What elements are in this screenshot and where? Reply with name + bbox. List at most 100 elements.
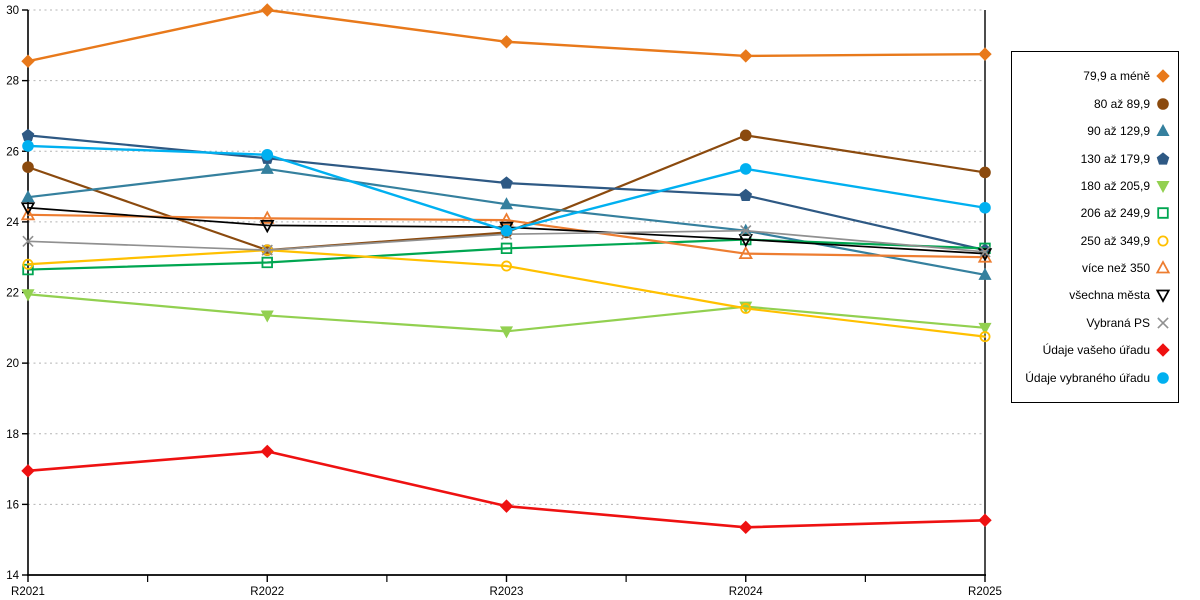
- triangle-down-marker-icon: [260, 310, 274, 323]
- circle-marker-icon: [261, 148, 274, 161]
- circle-marker-icon: [22, 161, 34, 173]
- legend-label: 250 až 349,9: [1080, 233, 1150, 248]
- diamond-marker-icon: [978, 47, 992, 61]
- series-7: [20, 206, 993, 263]
- circle-marker-icon: [22, 140, 34, 152]
- legend-label: 79,9 a méně: [1083, 69, 1150, 84]
- legend-label: Údaje vybraného úřadu: [1025, 370, 1150, 385]
- triangle-down-marker-icon: [1155, 289, 1171, 304]
- triangle-up-marker-icon: [1156, 124, 1170, 137]
- x-marker-icon: [22, 235, 34, 247]
- triangle-up-marker-icon: [20, 206, 36, 221]
- legend-label: Vybraná PS: [1086, 315, 1150, 330]
- legend: 79,9 a méně 80 až 89,9 90 až 129,9 130 až 1…: [1011, 51, 1179, 403]
- legend-label: 90 až 129,9: [1087, 124, 1150, 139]
- x-marker-icon: [1157, 317, 1169, 329]
- pentagon-marker-icon: [739, 188, 753, 201]
- legend-marker-icon: [1157, 235, 1169, 247]
- x-tick-label: R2022: [250, 586, 284, 598]
- triangle-down-marker-icon: [1156, 180, 1170, 193]
- diamond-marker-icon: [21, 464, 35, 478]
- series-10: [21, 444, 992, 535]
- legend-marker-icon: [1156, 124, 1170, 137]
- diamond-marker-icon: [260, 3, 274, 17]
- y-tick-label: 20: [6, 358, 19, 370]
- triangle-down-marker-icon: [978, 322, 992, 335]
- circle-marker-icon: [500, 224, 513, 237]
- y-tick-label: 18: [6, 429, 19, 441]
- legend-label: 180 až 205,9: [1080, 178, 1150, 193]
- diamond-marker-icon: [499, 35, 514, 49]
- square-marker-icon: [261, 256, 273, 269]
- circle-marker-icon: [979, 201, 991, 214]
- series-0: [21, 3, 992, 68]
- pentagon-marker-icon: [1156, 151, 1170, 165]
- legend-marker-icon: [1156, 69, 1170, 84]
- triangle-up-marker-icon: [260, 161, 274, 174]
- legend-item: 90 až 129,9: [1016, 123, 1171, 139]
- y-tick-label: 28: [6, 76, 19, 88]
- series-line: [26, 249, 987, 338]
- y-tick-label: 30: [6, 5, 19, 17]
- legend-label: všechna města: [1069, 288, 1150, 303]
- diamond-marker-icon: [1156, 69, 1170, 84]
- series-4: [21, 289, 992, 339]
- legend-marker-icon: [1157, 371, 1169, 384]
- x-marker-icon: [979, 246, 991, 258]
- triangle-up-marker-icon: [977, 249, 993, 263]
- x-marker-icon: [261, 244, 273, 256]
- circle-marker-icon: [739, 163, 752, 175]
- triangle-up-marker-icon: [260, 210, 275, 224]
- triangle-up-marker-icon: [499, 197, 514, 210]
- diamond-marker-icon: [739, 49, 753, 63]
- legend-item: 80 až 89,9: [1016, 96, 1171, 112]
- diamond-marker-icon: [21, 54, 35, 68]
- triangle-up-marker-icon: [21, 190, 35, 203]
- pentagon-marker-icon: [500, 176, 513, 189]
- y-tick-label: 24: [6, 217, 19, 229]
- series-line: [26, 213, 987, 259]
- circle-marker-icon: [1157, 371, 1169, 384]
- circle-marker-icon: [1157, 235, 1169, 247]
- triangle-up-marker-icon: [738, 245, 753, 260]
- legend-label: 206 až 249,9: [1080, 206, 1150, 221]
- triangle-up-marker-icon: [499, 212, 514, 226]
- legend-item: více než 350: [1016, 260, 1171, 276]
- series-line: [26, 293, 987, 333]
- triangle-up-marker-icon: [978, 267, 992, 280]
- circle-marker-icon: [1157, 97, 1169, 110]
- diamond-marker-icon: [1156, 343, 1170, 357]
- series-line: [26, 238, 987, 271]
- legend-item: 130 až 179,9: [1016, 151, 1171, 167]
- circle-marker-icon: [740, 302, 752, 314]
- triangle-down-marker-icon: [21, 289, 35, 302]
- legend-marker-icon: [1157, 207, 1169, 219]
- legend-marker-icon: [1155, 260, 1171, 274]
- triangle-down-marker-icon: [20, 202, 36, 216]
- legend-label: Údaje vašeho úřadu: [1042, 343, 1150, 358]
- legend-label: více než 350: [1081, 261, 1150, 275]
- legend-item: 180 až 205,9: [1016, 178, 1171, 194]
- legend-item: 206 až 249,9: [1016, 205, 1171, 221]
- x-tick-label: R2024: [729, 586, 763, 598]
- diamond-marker-icon: [978, 513, 992, 527]
- legend-label: 130 až 179,9: [1080, 151, 1150, 166]
- legend-item: Údaje vybraného úřadu: [1016, 370, 1171, 386]
- circle-marker-icon: [22, 258, 34, 270]
- series-line: [26, 450, 987, 529]
- series-11: [22, 140, 991, 237]
- y-tick-label: 16: [6, 499, 19, 511]
- diamond-marker-icon: [499, 499, 514, 513]
- y-tick-label: 22: [6, 288, 19, 300]
- legend-marker-icon: [1156, 343, 1170, 357]
- legend-marker-icon: [1156, 180, 1170, 193]
- triangle-down-marker-icon: [499, 326, 514, 339]
- y-tick-label: 26: [6, 146, 19, 158]
- x-tick-label: R2023: [490, 586, 524, 598]
- legend-item: 250 až 349,9: [1016, 233, 1171, 249]
- x-tick-label: R2021: [11, 586, 45, 598]
- triangle-down-marker-icon: [260, 220, 275, 234]
- x-marker-icon: [740, 225, 752, 237]
- series-6: [22, 244, 991, 343]
